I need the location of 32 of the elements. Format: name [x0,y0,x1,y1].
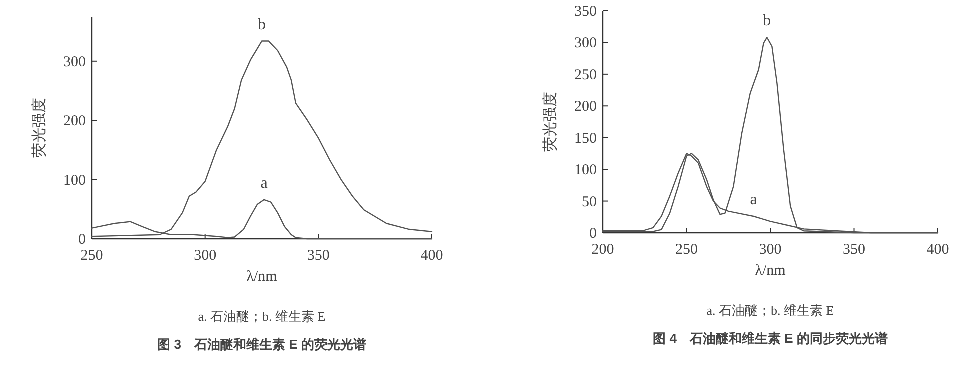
x-tick-label: 250 [80,248,104,264]
y-axis-title: 荧光强度 [31,98,48,158]
y-tick-label: 100 [64,172,86,189]
annotation: a [260,174,268,192]
x-tick-label: 300 [759,242,782,258]
y-tick-label: 200 [574,99,597,116]
x-axis-title: λ/nm [246,269,278,285]
x-tick-label: 400 [926,242,950,258]
y-tick-label: 200 [64,114,86,130]
x-tick-label: 250 [676,242,698,258]
x-tick-label: 300 [194,248,217,264]
y-axis-title: 荧光强度 [542,92,559,152]
y-tick-label: 300 [64,54,86,70]
text: 图 3 石油醚和维生素 E 的荧光光谱 [158,337,366,352]
y-tick-label: 0 [78,232,86,248]
annotation: b [258,16,266,34]
x-axis-title: λ/nm [755,263,786,279]
y-tick-label: 350 [574,4,597,20]
y-tick-label: 50 [582,194,597,210]
y-tick-label: 250 [574,67,597,84]
text: a. 石油醚；b. 维生素 E [198,309,326,324]
y-tick-label: 150 [574,130,597,147]
x-tick-label: 400 [420,248,444,264]
y-tick-label: 300 [574,36,597,52]
y-tick-label: 0 [590,226,597,242]
x-tick-label: 350 [307,248,330,264]
text: 图 4 石油醚和维生素 E 的同步荧光光谱 [653,331,888,346]
x-tick-label: 350 [843,242,866,258]
y-tick-label: 100 [574,162,597,179]
text: a. 石油醚；b. 维生素 E [706,303,834,318]
annotation: a [750,192,758,209]
annotation: b [763,12,772,30]
